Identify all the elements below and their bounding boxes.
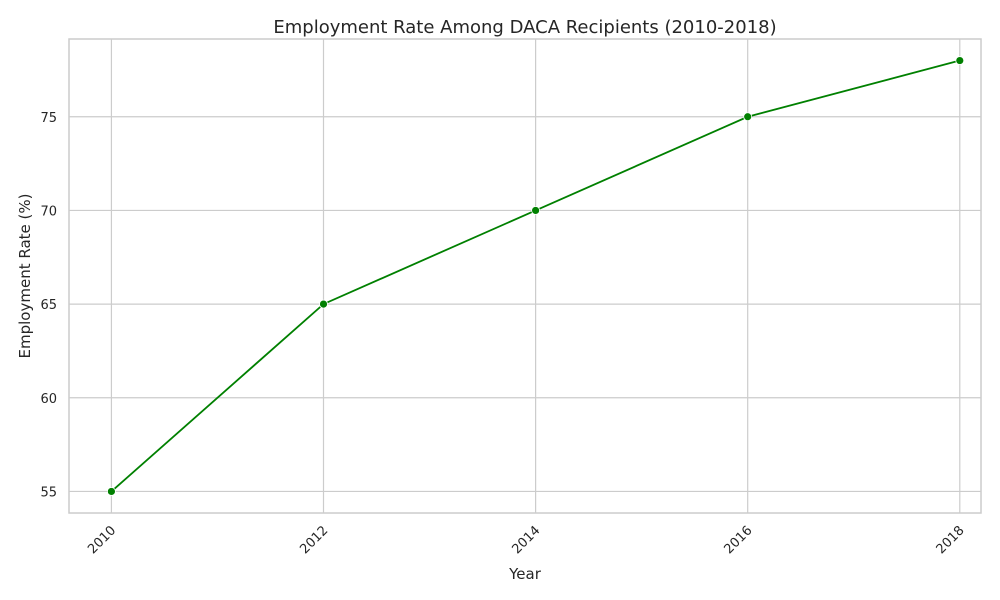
data-point <box>319 299 328 309</box>
data-point <box>955 56 965 65</box>
data-point <box>743 112 753 122</box>
y-tick-label: 55 <box>40 485 57 500</box>
x-tick-label: 2018 <box>934 523 968 557</box>
y-axis-label: Employment Rate (%) <box>16 194 34 359</box>
x-tick-label: 2012 <box>297 523 331 557</box>
tick-labels: 2010 2012 2014 2016 2018 55 60 65 70 75 <box>40 111 967 557</box>
x-tick-label: 2014 <box>509 523 543 557</box>
data-point <box>531 206 541 215</box>
y-tick-label: 60 <box>40 392 57 407</box>
y-tick-label: 70 <box>40 204 57 219</box>
chart-title: Employment Rate Among DACA Recipients (2… <box>273 17 776 38</box>
x-axis-label: Year <box>508 565 542 583</box>
x-tick-label: 2010 <box>85 523 119 557</box>
series-layer <box>107 56 965 496</box>
x-tick-label: 2016 <box>722 523 756 557</box>
grid <box>69 39 981 513</box>
y-tick-label: 65 <box>40 298 57 313</box>
plot-area-frame <box>68 38 982 514</box>
data-point <box>107 487 116 496</box>
y-tick-label: 75 <box>40 111 57 126</box>
